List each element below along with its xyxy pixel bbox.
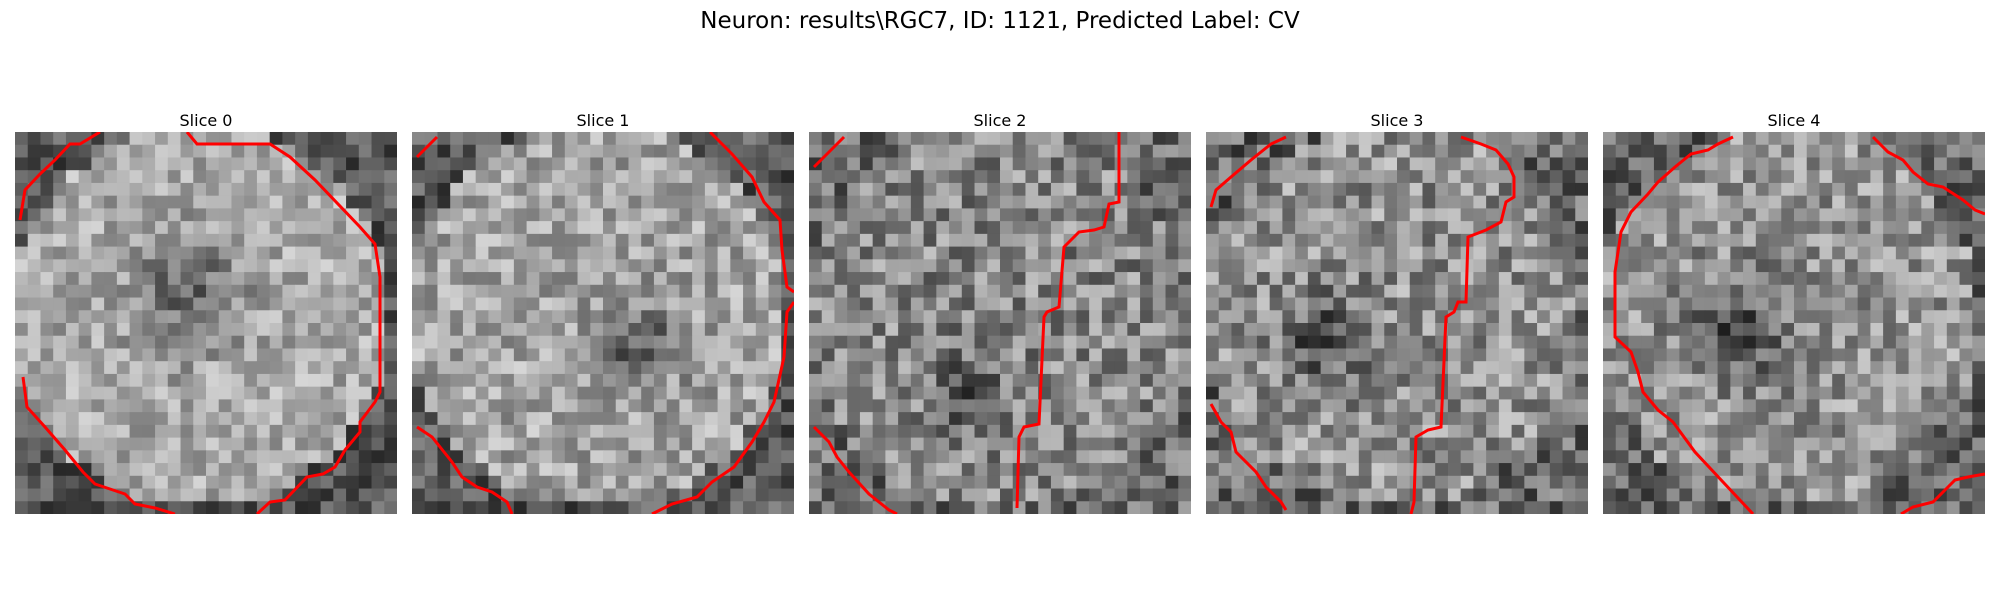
slice-image-3 (1206, 132, 1588, 514)
slice-panel-3: Slice 3 (1206, 110, 1588, 514)
slice-title-2: Slice 2 (973, 111, 1027, 130)
grayscale-pixel-grid (412, 132, 794, 514)
slice-canvas-1 (412, 132, 794, 514)
slice-canvas-0 (15, 132, 397, 514)
segmentation-contour-overlay (812, 132, 1121, 514)
slice-canvas-3 (1206, 132, 1588, 514)
segmentation-contour-overlay (1613, 135, 1985, 514)
slice-panel-1: Slice 1 (412, 110, 794, 514)
slice-title-4: Slice 4 (1767, 111, 1821, 130)
grayscale-pixel-grid (15, 132, 397, 514)
grayscale-pixel-grid (809, 132, 1191, 514)
slice-panel-2: Slice 2 (809, 110, 1191, 514)
slice-title-1: Slice 1 (576, 111, 630, 130)
slice-canvas-2 (809, 132, 1191, 514)
segmentation-contour-overlay (18, 132, 382, 514)
grayscale-pixel-grid (1603, 132, 1985, 514)
figure-title: Neuron: results\RGC7, ID: 1121, Predicte… (700, 8, 1300, 34)
slice-image-2 (809, 132, 1191, 514)
slice-panel-0: Slice 0 (15, 110, 397, 514)
slice-image-1 (412, 132, 794, 514)
slice-title-3: Slice 3 (1370, 111, 1424, 130)
grayscale-pixel-grid (1206, 132, 1588, 514)
slice-image-4 (1603, 132, 1985, 514)
slice-panel-4: Slice 4 (1603, 110, 1985, 514)
segmentation-contour-overlay (1209, 135, 1516, 514)
slice-image-0 (15, 132, 397, 514)
slice-title-0: Slice 0 (179, 111, 233, 130)
segmentation-contour-overlay (415, 132, 794, 514)
slice-canvas-4 (1603, 132, 1985, 514)
